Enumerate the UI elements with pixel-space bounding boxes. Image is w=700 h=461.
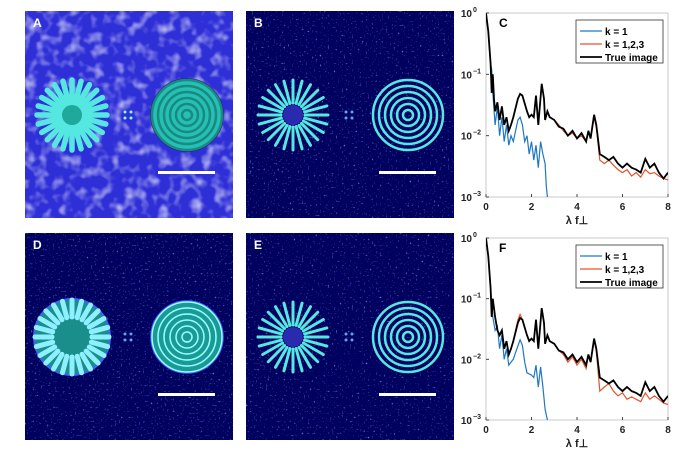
legend-entry: True image <box>605 53 658 64</box>
y-tick-exponent: 0 <box>473 232 477 239</box>
legend-entry: k = 1 <box>605 252 628 263</box>
scale-bar <box>158 171 215 174</box>
center-dots <box>123 110 133 120</box>
image-panel-a: A <box>25 11 233 218</box>
x-tick-label: 6 <box>620 425 626 436</box>
panel-label: C <box>499 16 508 30</box>
y-tick-label: 10 <box>461 234 473 245</box>
y-tick-exponent: −3 <box>473 191 481 198</box>
series-line-2 <box>486 238 668 404</box>
concentric-rings-target <box>150 78 224 152</box>
legend-entry: True image <box>605 278 658 289</box>
y-tick-exponent: −1 <box>473 68 481 75</box>
y-tick-exponent: −3 <box>473 414 481 421</box>
panel-label: D <box>33 238 42 252</box>
center-dots <box>344 110 354 120</box>
x-tick-label: 4 <box>574 425 580 436</box>
y-tick-label: 10 <box>461 132 473 143</box>
starburst-target <box>256 78 330 152</box>
y-tick-exponent: −2 <box>473 353 481 360</box>
x-tick-label: 8 <box>665 202 671 213</box>
x-tick-label: 6 <box>620 202 626 213</box>
y-tick-exponent: 0 <box>473 7 477 14</box>
y-tick-label: 10 <box>461 295 473 306</box>
scale-bar <box>379 393 436 396</box>
x-tick-label: 2 <box>529 202 535 213</box>
center-dots <box>123 332 133 342</box>
x-axis-label: λ f⊥ <box>566 438 588 450</box>
y-tick-exponent: −1 <box>473 293 481 300</box>
x-tick-label: 0 <box>483 425 489 436</box>
image-panel-b: B <box>246 11 454 218</box>
x-tick-label: 4 <box>574 202 580 213</box>
scale-bar <box>379 171 436 174</box>
y-tick-label: 10 <box>461 193 473 204</box>
y-tick-label: 10 <box>461 416 473 427</box>
legend: k = 1 k = 1,2,3 True image <box>575 244 664 289</box>
panel-label: A <box>33 16 42 30</box>
x-tick-label: 8 <box>665 425 671 436</box>
image-panel-e: E <box>246 233 454 440</box>
x-tick-label: 2 <box>529 425 535 436</box>
series-line-0 <box>486 13 548 197</box>
y-tick-label: 10 <box>461 9 473 20</box>
series-line-0 <box>486 238 548 420</box>
y-tick-label: 10 <box>461 70 473 81</box>
panel-label: E <box>254 238 263 252</box>
starburst-target <box>32 297 112 377</box>
legend-entry: k = 1 <box>605 27 628 38</box>
concentric-rings-target <box>150 300 224 374</box>
starburst-target <box>34 77 110 153</box>
image-panel-d: D <box>25 233 233 440</box>
legend-entry: k = 1,2,3 <box>605 40 645 51</box>
y-tick-exponent: −2 <box>473 130 481 137</box>
x-axis-label: λ f⊥ <box>566 215 588 227</box>
x-tick-label: 0 <box>483 202 489 213</box>
center-dots <box>344 332 354 342</box>
y-tick-label: 10 <box>461 355 473 366</box>
legend-entry: k = 1,2,3 <box>605 265 645 276</box>
concentric-rings-target <box>371 300 445 374</box>
panel-label: F <box>499 241 506 255</box>
legend: k = 1 k = 1,2,3 True image <box>575 19 664 64</box>
series-line-2 <box>486 13 668 180</box>
scale-bar <box>158 393 215 396</box>
panel-label: B <box>254 16 263 30</box>
starburst-target <box>256 300 330 374</box>
concentric-rings-target <box>371 78 445 152</box>
